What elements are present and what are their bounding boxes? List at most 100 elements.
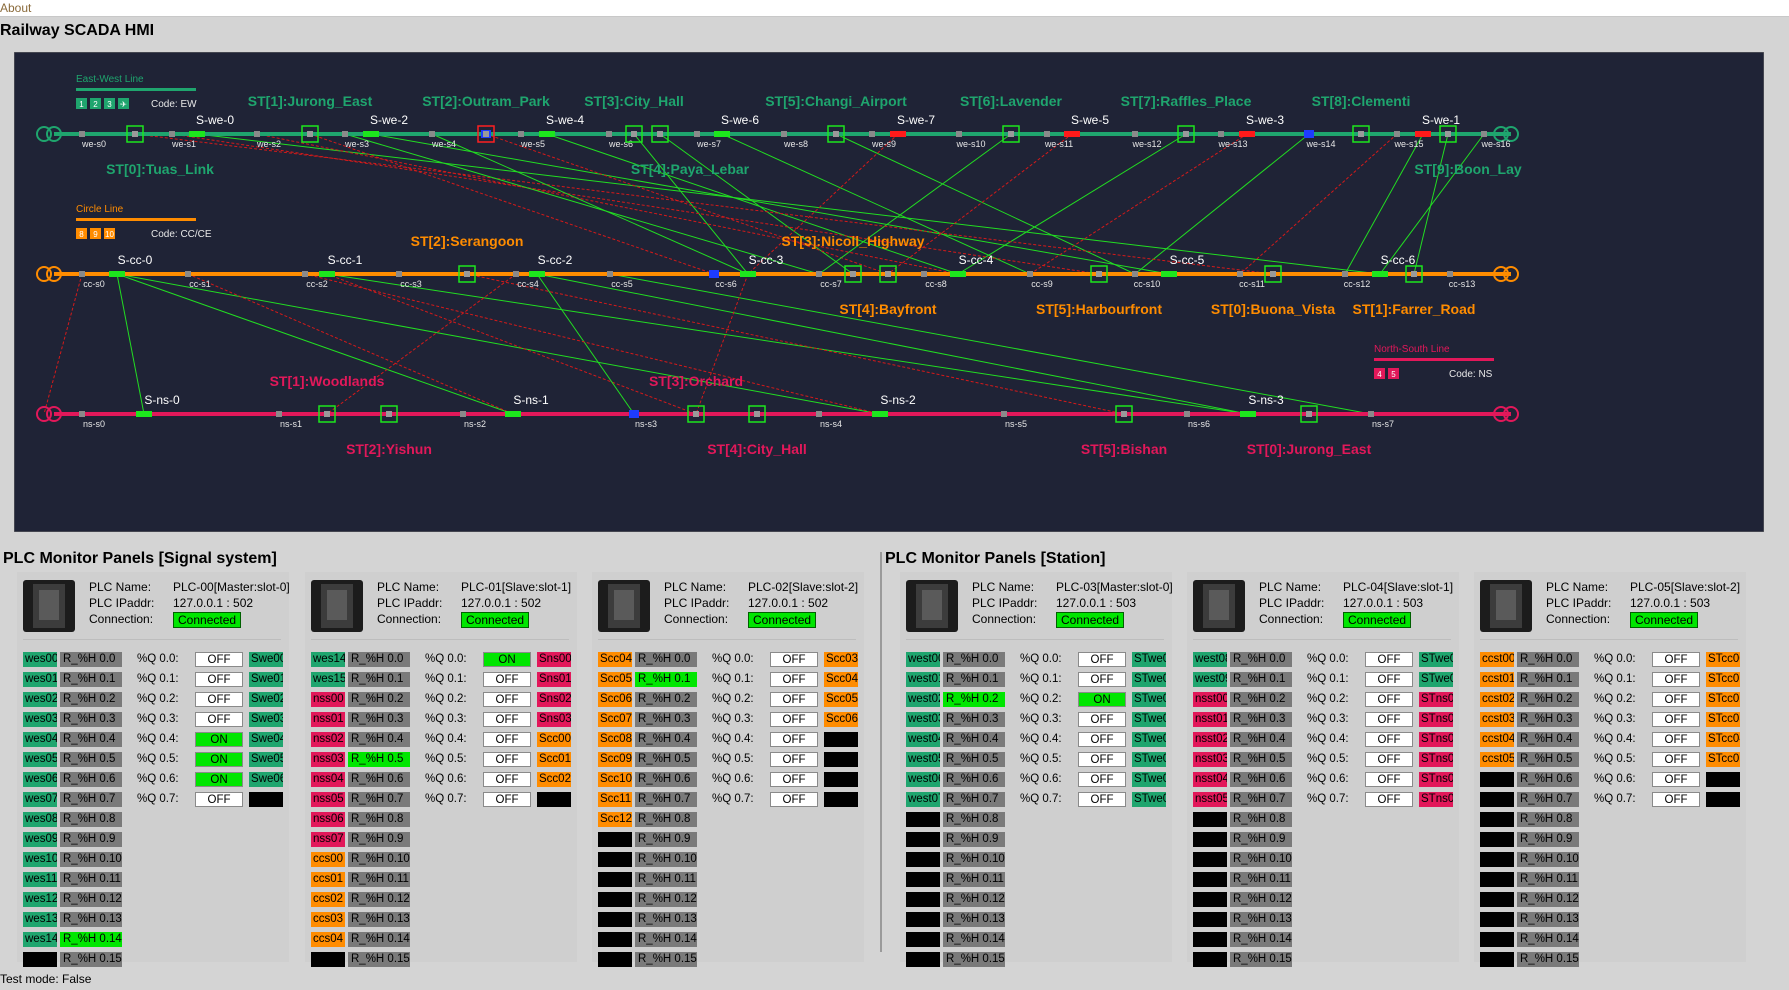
output-toggle-button-2[interactable]: OFF: [1652, 692, 1700, 707]
output-toggle-button-7[interactable]: OFF: [1078, 792, 1126, 807]
ew-signal-0: [189, 131, 205, 137]
input-label-12: [1480, 892, 1514, 907]
output-toggle-button-0[interactable]: OFF: [1652, 652, 1700, 667]
ew-sensor-5: [518, 131, 524, 137]
ew-station-box-9: [1439, 125, 1457, 143]
ns-track-end-2: [1493, 406, 1509, 422]
ns-station-box-1: [380, 405, 398, 423]
output-toggle-button-4[interactable]: OFF: [770, 732, 818, 747]
output-toggle-button-7[interactable]: OFF: [483, 792, 531, 807]
output-toggle-button-5[interactable]: OFF: [483, 752, 531, 767]
output-toggle-button-1[interactable]: OFF: [770, 672, 818, 687]
ew-station-dot-4: [657, 131, 663, 137]
input-label-9: [1480, 832, 1514, 847]
ns-station-label-5: ST[0]:Jurong_East: [1247, 441, 1372, 457]
plc-panel-1: PLC Name: PLC-01[Slave:slot-1] PLC IPaddr:…: [305, 572, 577, 967]
input-label-7: Scc11: [598, 792, 632, 807]
input-label-2: Scc06: [598, 692, 632, 707]
output-target-2: STns00: [1419, 692, 1453, 707]
input-label-4: ccst04: [1480, 732, 1514, 747]
output-toggle-button-7[interactable]: OFF: [770, 792, 818, 807]
output-toggle-button-3[interactable]: OFF: [770, 712, 818, 727]
output-toggle-button-1[interactable]: OFF: [195, 672, 243, 687]
output-toggle-button-0[interactable]: ON: [483, 652, 531, 667]
output-toggle-button-0[interactable]: OFF: [1078, 652, 1126, 667]
output-toggle-button-7[interactable]: OFF: [1652, 792, 1700, 807]
output-toggle-button-1[interactable]: OFF: [1652, 672, 1700, 687]
cc-sensor-0: [79, 271, 85, 277]
input-label-4: west04: [906, 732, 940, 747]
ns-station-label-0: ST[1]:Woodlands: [270, 373, 385, 389]
output-toggle-button-0[interactable]: OFF: [770, 652, 818, 667]
input-label-3: ccst03: [1480, 712, 1514, 727]
plc-connection-value: Connected: [461, 612, 530, 628]
output-target-0: STcc00: [1706, 652, 1740, 667]
input-label-6: [1480, 772, 1514, 787]
output-toggle-button-7[interactable]: OFF: [195, 792, 243, 807]
output-toggle-button-2[interactable]: OFF: [770, 692, 818, 707]
output-toggle-button-3[interactable]: OFF: [195, 712, 243, 727]
menu-about[interactable]: About: [0, 1, 32, 15]
output-toggle-button-3[interactable]: OFF: [1365, 712, 1413, 727]
output-toggle-button-1[interactable]: OFF: [483, 672, 531, 687]
cc-signal-label-4: S-cc-4: [959, 253, 994, 267]
input-label-2: ccst02: [1480, 692, 1514, 707]
ew-station-label-4: ST[4]:Paya_Lebar: [631, 161, 750, 177]
output-toggle-button-5[interactable]: OFF: [770, 752, 818, 767]
ew-station-box-6: [1002, 125, 1020, 143]
ew-sensor-label-4: we-s4: [431, 139, 456, 149]
output-toggle-button-2[interactable]: OFF: [483, 692, 531, 707]
input-label-10: [1193, 852, 1227, 867]
output-target-1: Scc04: [824, 672, 858, 687]
legend-badge-2-1: [1388, 368, 1399, 379]
input-register-2: R_%H 0.2: [635, 692, 697, 707]
plc-wire-32: [536, 273, 1249, 415]
output-toggle-button-5[interactable]: OFF: [1078, 752, 1126, 767]
cc-station-box-2: [879, 265, 897, 283]
output-toggle-button-1[interactable]: OFF: [1365, 672, 1413, 687]
output-toggle-button-7[interactable]: OFF: [1365, 792, 1413, 807]
output-toggle-button-1[interactable]: OFF: [1078, 672, 1126, 687]
output-toggle-button-4[interactable]: OFF: [1365, 732, 1413, 747]
input-register-15: R_%H 0.15: [635, 952, 697, 967]
legend-bar-1: [76, 218, 196, 221]
output-toggle-button-4[interactable]: OFF: [1652, 732, 1700, 747]
output-toggle-button-2[interactable]: ON: [1078, 692, 1126, 707]
output-toggle-button-4[interactable]: ON: [195, 732, 243, 747]
ew-track-end-2: [1493, 126, 1509, 142]
output-toggle-button-6[interactable]: OFF: [1078, 772, 1126, 787]
legend-badge-text-0-1: 2: [93, 100, 98, 109]
output-toggle-button-5[interactable]: ON: [195, 752, 243, 767]
output-toggle-button-4[interactable]: OFF: [1078, 732, 1126, 747]
input-register-9: R_%H 0.9: [60, 832, 122, 847]
plc-wire-23: [431, 133, 749, 275]
input-label-11: [598, 872, 632, 887]
output-toggle-button-2[interactable]: OFF: [195, 692, 243, 707]
input-register-0: R_%H 0.0: [1230, 652, 1292, 667]
input-label-5: west05: [906, 752, 940, 767]
output-address-2: %Q 0.2:: [137, 693, 179, 705]
ew-station-dot-3: [631, 131, 637, 137]
input-label-3: Scc07: [598, 712, 632, 727]
legend-badge-text-1-1: 9: [93, 230, 98, 239]
output-toggle-button-6[interactable]: OFF: [483, 772, 531, 787]
plc-wire-31: [536, 273, 635, 415]
input-register-14: R_%H 0.14: [348, 932, 410, 947]
output-toggle-button-5[interactable]: OFF: [1365, 752, 1413, 767]
output-toggle-button-6[interactable]: ON: [195, 772, 243, 787]
output-toggle-button-3[interactable]: OFF: [1652, 712, 1700, 727]
output-toggle-button-6[interactable]: OFF: [770, 772, 818, 787]
output-toggle-button-2[interactable]: OFF: [1365, 692, 1413, 707]
output-toggle-button-6[interactable]: OFF: [1652, 772, 1700, 787]
output-toggle-button-4[interactable]: OFF: [483, 732, 531, 747]
output-toggle-button-0[interactable]: OFF: [1365, 652, 1413, 667]
output-toggle-button-6[interactable]: OFF: [1365, 772, 1413, 787]
output-toggle-button-3[interactable]: OFF: [1078, 712, 1126, 727]
input-label-3: west03: [906, 712, 940, 727]
ns-station-label-2: ST[3]:Orchard: [649, 373, 743, 389]
input-label-0: ccst00: [1480, 652, 1514, 667]
output-toggle-button-0[interactable]: OFF: [195, 652, 243, 667]
cc-signal-label-0: S-cc-0: [118, 253, 153, 267]
output-toggle-button-3[interactable]: OFF: [483, 712, 531, 727]
output-toggle-button-5[interactable]: OFF: [1652, 752, 1700, 767]
